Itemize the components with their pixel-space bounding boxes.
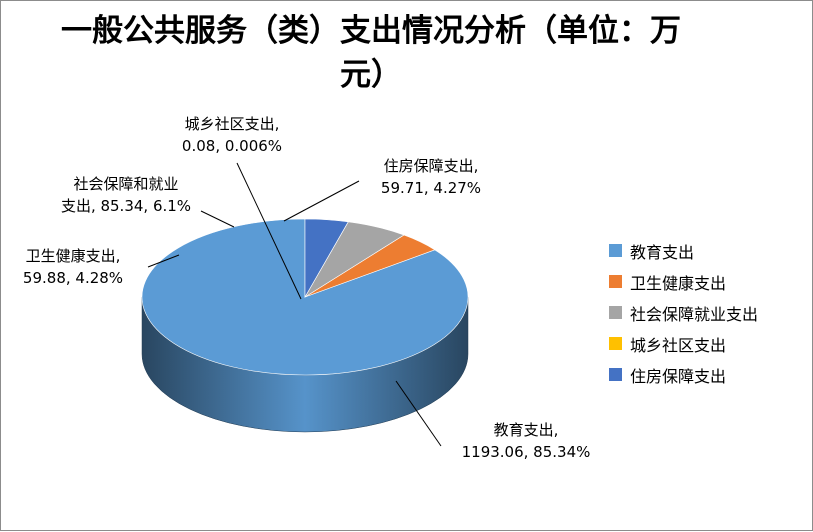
leader-line [200,210,235,228]
legend-item: 城乡社区支出 [609,328,758,359]
legend-swatch [609,275,622,288]
legend-label: 社会保障就业支出 [630,304,759,324]
data-label: 教育支出, [494,421,559,439]
legend-item: 卫生健康支出 [609,266,758,297]
data-label: 社会保障和就业 [73,175,178,193]
legend-item: 教育支出 [609,235,758,266]
leader-line [283,180,360,222]
legend-label: 教育支出 [630,242,695,262]
legend-swatch [609,306,622,319]
leader-line [147,254,180,268]
data-label: 支出, 85.34, 6.1% [61,197,191,215]
data-label: 城乡社区支出, [185,115,280,133]
legend-label: 城乡社区支出 [630,335,727,355]
data-label: 59.88, 4.28% [23,269,123,287]
legend: 教育支出卫生健康支出社会保障就业支出 城乡社区支出 住房保障支出 [609,235,758,390]
data-label: 卫生健康支出, [26,247,121,265]
pie-slice-4 [304,218,349,299]
data-label: 1193.06, 85.34% [462,443,591,461]
pie-slice-0 [141,218,469,376]
legend-label: 住房保障支出 [630,366,727,386]
leader-line [236,162,302,300]
data-label: 住房保障支出, [384,157,479,175]
chart-title: 一般公共服务（类）支出情况分析（单位：万元） [61,13,681,93]
data-label: 59.71, 4.27% [381,179,481,197]
legend-swatch [609,368,622,381]
leader-line [395,380,442,447]
legend-swatch [609,337,622,350]
legend-item: 社会保障就业支出 [609,297,758,328]
legend-item: 住房保障支出 [609,359,758,390]
legend-swatch [609,244,622,257]
legend-label: 卫生健康支出 [630,273,727,293]
data-label: 0.08, 0.006% [182,137,282,155]
